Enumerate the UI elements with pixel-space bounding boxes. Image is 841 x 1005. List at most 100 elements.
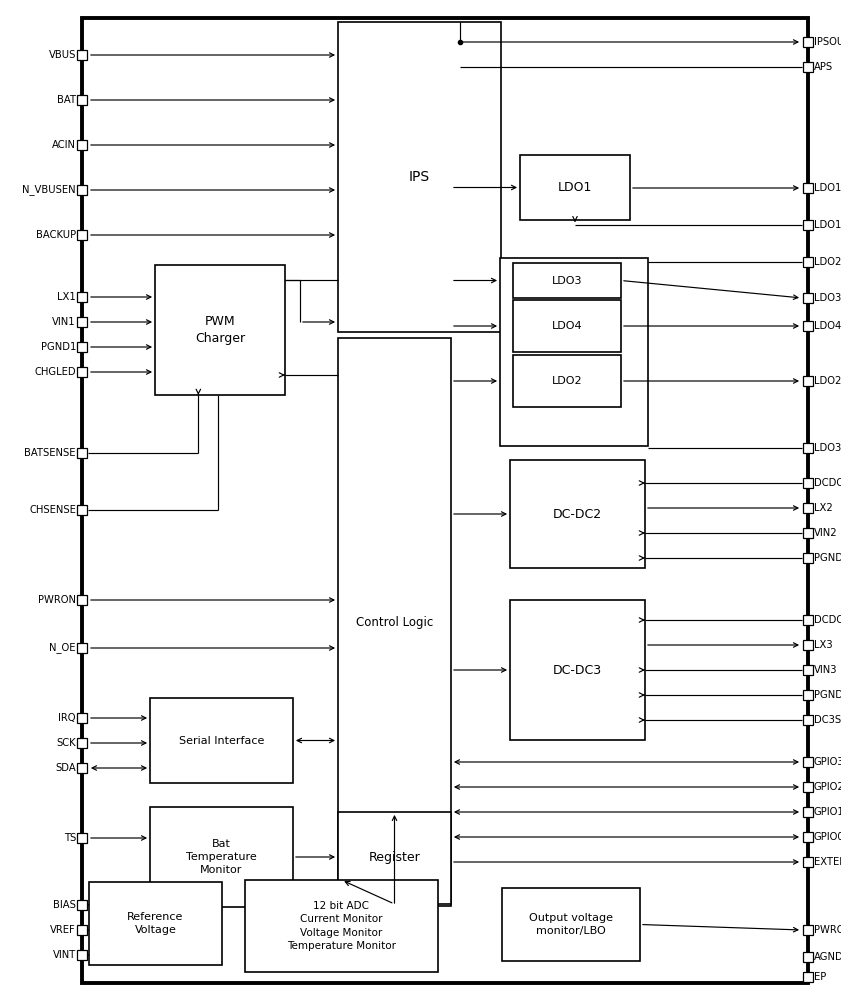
Text: EXTEN: EXTEN [814, 857, 841, 867]
Text: Register: Register [368, 851, 420, 864]
Text: LDO2: LDO2 [814, 376, 841, 386]
Text: BAT: BAT [57, 95, 76, 105]
Text: LX3: LX3 [814, 640, 833, 650]
Bar [77, 230, 87, 240]
Bar [82, 18, 808, 983]
Text: LDO1: LDO1 [558, 181, 592, 194]
Bar [803, 376, 813, 386]
Bar [803, 807, 813, 817]
Bar [513, 355, 621, 407]
Bar [520, 155, 630, 220]
Text: DCDC2: DCDC2 [814, 478, 841, 488]
Bar [513, 263, 621, 298]
Bar [500, 258, 648, 446]
Text: N_VBUSEN: N_VBUSEN [23, 185, 76, 195]
Text: GPIO2: GPIO2 [814, 782, 841, 792]
Bar [803, 443, 813, 453]
Bar [803, 183, 813, 193]
Text: LDO4: LDO4 [814, 321, 841, 331]
Text: PGND1: PGND1 [40, 342, 76, 352]
Bar [77, 448, 87, 458]
Bar [803, 972, 813, 982]
Text: LDO4: LDO4 [552, 321, 582, 331]
Text: LDO1: LDO1 [814, 183, 841, 193]
Bar [803, 62, 813, 72]
Bar [803, 615, 813, 625]
Bar [803, 690, 813, 700]
Bar [77, 50, 87, 60]
Bar [77, 595, 87, 605]
Text: IPSOUT: IPSOUT [814, 37, 841, 47]
Bar [803, 925, 813, 935]
Bar [803, 478, 813, 488]
Bar [89, 882, 222, 965]
Bar [803, 952, 813, 962]
Bar [155, 265, 285, 395]
Text: VINT: VINT [53, 950, 76, 960]
Text: CHSENSE: CHSENSE [29, 505, 76, 515]
Text: LDO3: LDO3 [814, 293, 841, 303]
Bar [803, 502, 813, 513]
Text: LDO24IN: LDO24IN [814, 257, 841, 267]
Text: TS: TS [64, 833, 76, 843]
Text: SDA: SDA [56, 763, 76, 773]
Text: IPS: IPS [409, 170, 430, 184]
Bar [803, 715, 813, 725]
Bar [502, 888, 640, 961]
Text: Serial Interface: Serial Interface [179, 736, 264, 746]
Text: LDO2: LDO2 [552, 376, 582, 386]
Text: APS: APS [814, 62, 833, 72]
Bar [803, 321, 813, 331]
Bar [77, 643, 87, 653]
Bar [77, 900, 87, 910]
Bar [77, 763, 87, 773]
Bar [803, 782, 813, 792]
Bar [77, 925, 87, 935]
Bar [510, 460, 645, 568]
Bar [77, 713, 87, 723]
Text: Output voltage
monitor/LBO: Output voltage monitor/LBO [529, 913, 613, 936]
Bar [803, 665, 813, 675]
Bar [803, 640, 813, 650]
Text: CHGLED: CHGLED [34, 367, 76, 377]
Text: VBUS: VBUS [49, 50, 76, 60]
Text: LDO1SET: LDO1SET [814, 220, 841, 230]
Text: Bat
Temperature
Monitor: Bat Temperature Monitor [186, 839, 257, 875]
Bar [77, 185, 87, 195]
Bar [803, 757, 813, 767]
Bar [77, 342, 87, 352]
Text: VREF: VREF [50, 925, 76, 935]
Text: DC-DC3: DC-DC3 [553, 663, 602, 676]
Text: AGND: AGND [814, 952, 841, 962]
Bar [150, 807, 293, 907]
Bar [803, 257, 813, 267]
Bar [77, 738, 87, 748]
Text: IRQ: IRQ [59, 713, 76, 723]
Bar [77, 317, 87, 327]
Bar [77, 367, 87, 377]
Bar [803, 37, 813, 47]
Text: PWROK: PWROK [814, 925, 841, 935]
Bar [803, 293, 813, 303]
Text: ACIN: ACIN [52, 140, 76, 150]
Text: GPIO0/LDOio0: GPIO0/LDOio0 [814, 832, 841, 842]
Bar [803, 220, 813, 230]
Text: BATSENSE: BATSENSE [24, 448, 76, 458]
Bar [77, 505, 87, 515]
Bar [77, 292, 87, 302]
Text: Control Logic: Control Logic [356, 615, 433, 628]
Text: LDO3: LDO3 [552, 275, 582, 285]
Bar [150, 698, 293, 783]
Text: N_OE: N_OE [50, 642, 76, 653]
Text: PWM
Charger: PWM Charger [195, 315, 245, 345]
Text: PWRON: PWRON [38, 595, 76, 605]
Bar [77, 95, 87, 105]
Text: SCK: SCK [56, 738, 76, 748]
Text: PGND3: PGND3 [814, 690, 841, 700]
Text: DC-DC2: DC-DC2 [553, 508, 602, 521]
Text: LX1: LX1 [57, 292, 76, 302]
Text: LX2: LX2 [814, 502, 833, 513]
Bar [513, 300, 621, 352]
Text: 12 bit ADC
Current Monitor
Voltage Monitor
Temperature Monitor: 12 bit ADC Current Monitor Voltage Monit… [287, 901, 396, 951]
Text: BACKUP: BACKUP [36, 230, 76, 240]
